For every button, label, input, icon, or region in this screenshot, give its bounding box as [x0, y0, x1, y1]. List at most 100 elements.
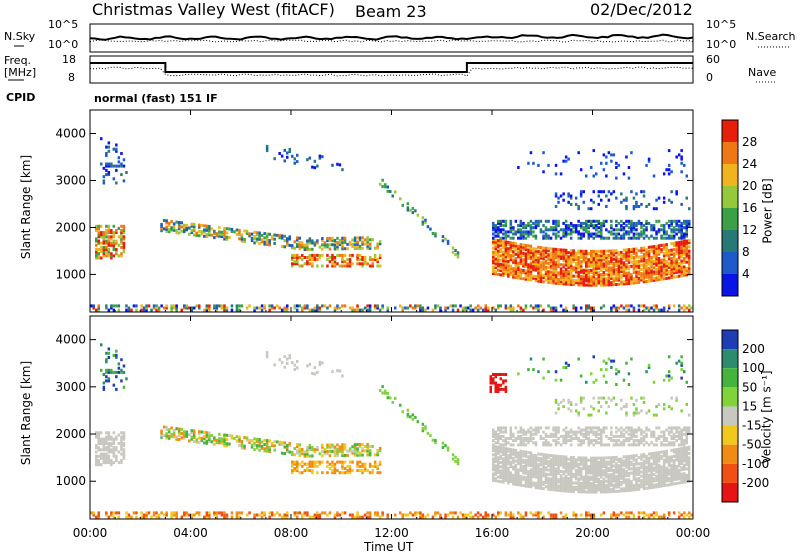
heatmap-cell — [577, 479, 580, 483]
heatmap-cell — [572, 268, 575, 272]
heatmap-cell — [524, 224, 528, 228]
heatmap-cell — [311, 469, 314, 473]
heatmap-cell — [579, 262, 583, 266]
beam-label: Beam 23 — [355, 2, 427, 21]
heatmap-cell — [554, 482, 558, 486]
heatmap-cell — [112, 437, 116, 441]
heatmap-cell — [220, 230, 224, 234]
heatmap-cell — [291, 262, 294, 266]
heatmap-cell — [235, 439, 239, 443]
heatmap-cell — [499, 461, 502, 465]
heatmap-cell — [683, 455, 686, 459]
heatmap-cell — [595, 477, 598, 481]
heatmap-cell — [120, 461, 123, 465]
heatmap-cell — [562, 470, 565, 474]
heatmap-cell — [564, 272, 568, 276]
heatmap-cell — [574, 460, 578, 464]
heatmap-cell — [333, 452, 337, 455]
heatmap-cell — [620, 476, 623, 480]
heatmap-cell — [630, 219, 633, 223]
heatmap-cell — [650, 226, 653, 230]
heatmap-cell — [652, 456, 656, 459]
heatmap-cell — [662, 467, 666, 471]
heatmap-cell — [569, 466, 573, 470]
heatmap-cell — [670, 428, 673, 432]
heatmap-cell — [348, 260, 352, 264]
heatmap-cell — [590, 428, 593, 432]
heatmap-cell — [509, 448, 513, 451]
heatmap-cell — [615, 251, 618, 255]
heatmap-cell — [107, 162, 111, 166]
heatmap-cell — [268, 304, 271, 308]
heatmap-cell — [321, 253, 324, 257]
heatmap-cell — [627, 454, 631, 458]
heatmap-cell — [635, 458, 638, 462]
heatmap-cell — [366, 449, 369, 453]
heatmap-cell — [612, 483, 616, 487]
heatmap-cell — [625, 472, 628, 476]
heatmap-cell — [645, 486, 648, 490]
heatmap-cell — [597, 190, 600, 194]
heatmap-cell — [627, 250, 631, 254]
heatmap-cell — [680, 244, 683, 248]
heatmap-cell — [564, 248, 568, 252]
heatmap-cell — [547, 485, 550, 489]
heatmap-cell — [655, 207, 658, 211]
heatmap-cell — [215, 304, 219, 308]
heatmap-cell — [582, 190, 585, 194]
heatmap-cell — [509, 228, 513, 232]
heatmap-cell — [165, 304, 168, 308]
heatmap-cell — [627, 478, 631, 482]
heatmap-cell — [512, 478, 515, 482]
heatmap-cell — [670, 219, 673, 223]
heatmap-cell — [97, 461, 100, 465]
heatmap-cell — [205, 435, 209, 439]
heatmap-cell — [492, 240, 495, 244]
nsky-label: N.Sky — [4, 30, 36, 43]
heatmap-cell — [504, 451, 508, 455]
heatmap-cell — [569, 464, 573, 468]
heatmap-cell — [632, 403, 636, 406]
heatmap-cell — [617, 221, 621, 225]
heatmap-cell — [572, 475, 575, 479]
heatmap-cell — [602, 465, 606, 468]
heatmap-cell — [582, 456, 585, 460]
heatmap-cell — [529, 261, 533, 265]
heatmap-cell — [670, 221, 673, 225]
heatmap-cell — [517, 249, 520, 252]
heatmap-cell — [331, 163, 334, 167]
heatmap-cell — [635, 277, 638, 280]
heatmap-cell — [660, 456, 663, 460]
heatmap-cell — [564, 430, 568, 434]
heatmap-cell — [627, 230, 631, 234]
heatmap-cell — [675, 266, 678, 270]
heatmap-cell — [677, 443, 681, 447]
heatmap-cell — [373, 460, 377, 464]
heatmap-cell — [672, 450, 676, 454]
heatmap-cell — [577, 477, 580, 481]
heatmap-cell — [494, 272, 497, 276]
heatmap-cell — [569, 255, 573, 259]
heatmap-cell — [366, 442, 369, 446]
heatmap-cell — [647, 456, 651, 460]
heatmap-cell — [680, 449, 683, 453]
heatmap-cell — [569, 259, 573, 263]
heatmap-cell — [675, 190, 678, 194]
heatmap-cell — [167, 230, 171, 234]
heatmap-cell — [635, 236, 638, 240]
heatmap-cell — [220, 232, 224, 236]
heatmap-cell — [680, 455, 683, 459]
heatmap-cell — [645, 441, 648, 445]
heatmap-cell — [642, 246, 646, 250]
heatmap-cell — [343, 460, 347, 464]
heatmap-cell — [595, 471, 598, 475]
heatmap-cell — [582, 428, 585, 432]
heatmap-cell — [95, 463, 98, 467]
heatmap-cell — [557, 196, 560, 200]
heatmap-cell — [642, 248, 646, 252]
heatmap-cell — [198, 234, 201, 238]
heatmap-cell — [424, 220, 427, 224]
heatmap-cell — [527, 437, 530, 440]
heatmap-cell — [567, 439, 570, 443]
heatmap-cell — [632, 308, 636, 312]
